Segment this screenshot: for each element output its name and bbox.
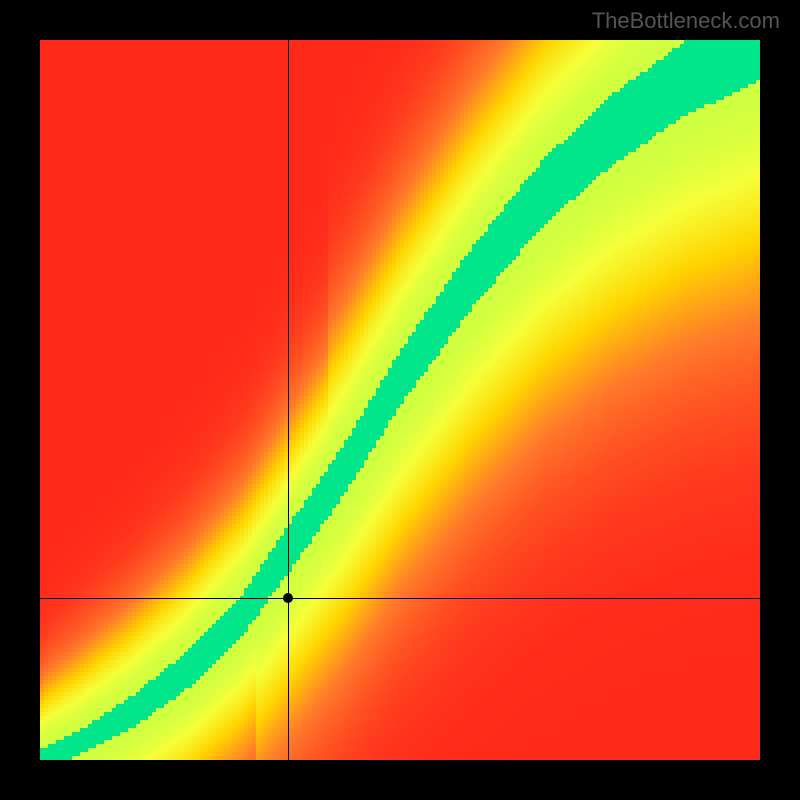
watermark-text: TheBottleneck.com bbox=[592, 8, 780, 34]
bottleneck-heatmap bbox=[40, 40, 760, 760]
selection-marker bbox=[283, 593, 293, 603]
crosshair-vertical bbox=[288, 40, 289, 760]
chart-container: TheBottleneck.com bbox=[0, 0, 800, 800]
crosshair-horizontal bbox=[40, 598, 760, 599]
